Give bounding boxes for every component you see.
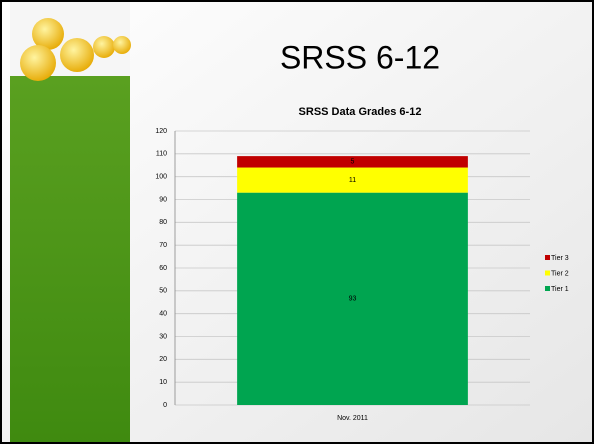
y-tick-label: 80 bbox=[159, 219, 167, 226]
slide: SRSS 6-12 SRSS Data Grades 6-12 0 10 20 30 4… bbox=[0, 0, 594, 444]
y-tick-label: 60 bbox=[159, 265, 167, 272]
legend-swatch bbox=[545, 286, 550, 291]
data-label: 11 bbox=[349, 177, 356, 184]
chart-title: SRSS Data Grades 6-12 bbox=[299, 106, 422, 118]
y-tick-label: 70 bbox=[159, 242, 167, 249]
legend-swatch bbox=[545, 255, 550, 260]
legend-label: Tier 3 bbox=[551, 255, 569, 262]
legend-swatch bbox=[545, 271, 550, 276]
legend-label: Tier 1 bbox=[551, 286, 569, 293]
y-tick-label: 120 bbox=[155, 128, 167, 135]
data-label: 93 bbox=[349, 296, 357, 303]
slide-title: SRSS 6-12 bbox=[280, 39, 440, 75]
x-tick-label: Nov. 2011 bbox=[337, 415, 368, 422]
y-tick-label: 110 bbox=[156, 151, 167, 158]
y-tick-label: 0 bbox=[163, 402, 167, 409]
y-tick-label: 50 bbox=[159, 288, 167, 295]
y-tick-label: 30 bbox=[159, 333, 167, 340]
y-tick-label: 100 bbox=[155, 174, 167, 181]
y-tick-label: 40 bbox=[159, 311, 167, 318]
y-tick-label: 10 bbox=[159, 379, 167, 386]
data-label: 5 bbox=[351, 159, 355, 166]
y-tick-label: 20 bbox=[159, 356, 167, 363]
side-green bbox=[10, 76, 130, 444]
chart: SRSS 6-12 SRSS Data Grades 6-12 0 10 20 30 4… bbox=[0, 0, 594, 444]
y-tick-label: 90 bbox=[159, 196, 167, 203]
legend-label: Tier 2 bbox=[551, 270, 569, 277]
